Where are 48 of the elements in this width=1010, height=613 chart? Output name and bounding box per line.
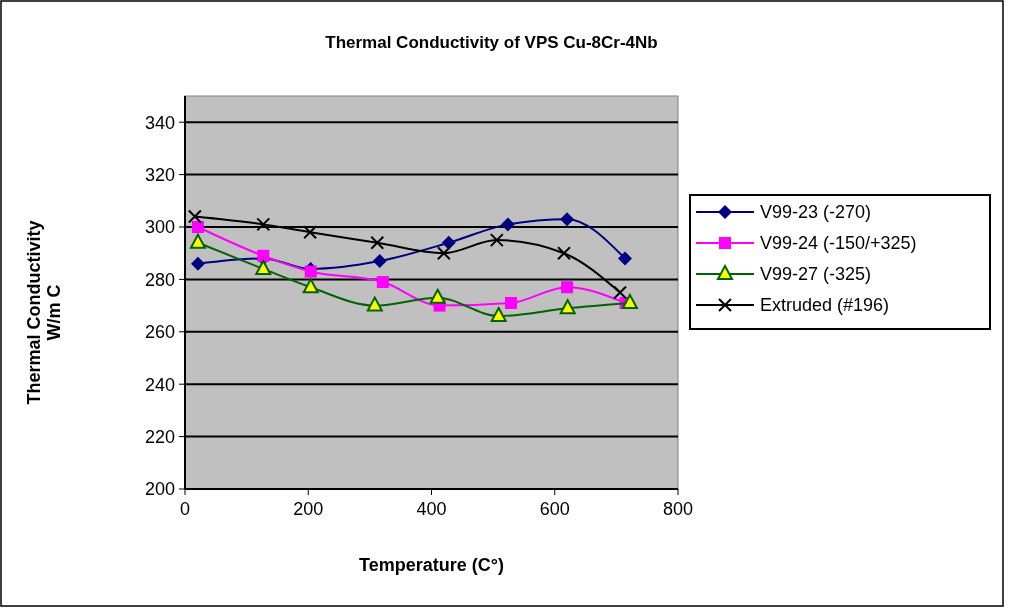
point [190, 256, 205, 271]
point [372, 254, 387, 269]
legend-label: V99-27 (-325) [760, 264, 872, 285]
point [441, 235, 456, 250]
x-tick-label: 800 [662, 499, 694, 519]
point [187, 209, 202, 224]
point [489, 233, 504, 248]
legend-label: V99-23 (-270) [760, 202, 872, 223]
x-tick-label: 0 [179, 499, 191, 519]
point [255, 259, 272, 275]
point [556, 246, 571, 261]
point [304, 265, 317, 278]
x-axis-title: Temperature (C°) [359, 555, 504, 575]
point [500, 217, 515, 232]
y-tick-label: 340 [144, 112, 175, 133]
legend-label: V99-24 (-150/+325) [760, 233, 917, 254]
point [189, 233, 206, 249]
point [429, 288, 446, 304]
x-tick-label: 600 [539, 499, 570, 519]
point [621, 293, 638, 309]
y-tick-label: 260 [144, 322, 175, 343]
y-tick-label: 300 [144, 217, 175, 238]
x-tick-label: 400 [416, 499, 447, 519]
x-tick-label: 200 [293, 499, 324, 519]
point [559, 299, 576, 315]
point [191, 221, 204, 233]
y-tick-label: 220 [144, 426, 175, 447]
point [436, 246, 451, 261]
point [302, 278, 319, 294]
point [257, 249, 270, 262]
y-tick-label: 240 [144, 374, 175, 395]
legend-label: Extruded (#196) [760, 295, 890, 316]
point [490, 307, 507, 323]
point [256, 217, 271, 232]
y-tick-label: 320 [144, 164, 175, 185]
chart-title: Thermal Conductivity of VPS Cu-8Cr-4Nb [325, 33, 658, 52]
point [376, 276, 389, 289]
point [370, 235, 385, 250]
y-tick-label: 200 [144, 479, 175, 500]
point [303, 225, 318, 240]
point [613, 285, 628, 300]
point [560, 212, 575, 227]
y-axis-title: Thermal Conductivity W/m C [24, 220, 64, 405]
y-tick-label: 280 [144, 269, 175, 290]
point [366, 296, 383, 312]
point [561, 281, 574, 294]
point [505, 296, 517, 309]
point [618, 251, 632, 266]
